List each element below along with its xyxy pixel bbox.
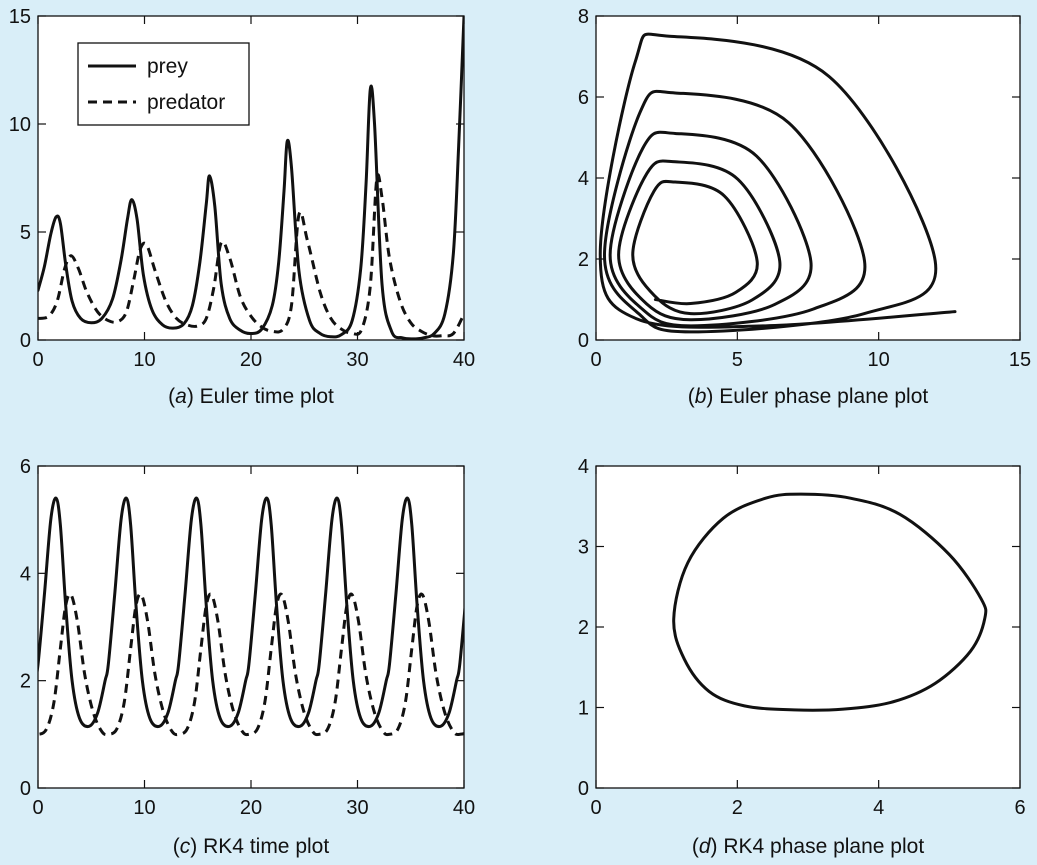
x-tick-label-c: 0: [32, 797, 43, 819]
caption-text: RK4 time plot: [197, 835, 329, 858]
panel-b-euler-phase-plane-plot: 0 5 10 15 0 2 4 6 8 (b) Euler phase plane plot: [578, 6, 1031, 408]
caption-letter: a: [175, 385, 187, 408]
caption-text: Euler phase plane plot: [713, 385, 928, 408]
caption-open-paren: (: [692, 835, 699, 858]
x-tick-label-d: 6: [1014, 797, 1025, 819]
y-tick-label-b: 0: [578, 330, 589, 352]
y-tick-label-a: 15: [9, 6, 31, 28]
caption-letter: b: [695, 385, 707, 408]
prey-line-a: [38, 16, 464, 340]
x-tick-label-c: 10: [133, 797, 155, 819]
caption-open-paren: (: [168, 385, 175, 408]
y-tick-label-b: 2: [578, 249, 589, 271]
y-tick-label-d: 0: [578, 778, 589, 800]
y-tick-label-c: 0: [20, 778, 31, 800]
series-group-a: [38, 16, 464, 340]
y-tick-label-d: 3: [578, 537, 589, 559]
legend-label-predator: predator: [147, 91, 225, 114]
predator-line-c: [38, 592, 464, 737]
panel-c-rk4-time-plot: 0 10 20 30 40 0 2 4 6 (c) RK4 time plot: [20, 456, 475, 858]
y-tick-label-a: 10: [9, 114, 31, 136]
series-group-b: [598, 32, 957, 334]
x-tick-label-d: 4: [873, 797, 884, 819]
panel-a-euler-time-plot: 0 10 20 30 40 0 5 10 15 prey predator (a) Euler tim…: [9, 6, 475, 408]
x-tick-label-b: 15: [1009, 349, 1031, 371]
x-tick-label-c: 30: [346, 797, 368, 819]
legend-label-prey: prey: [147, 55, 188, 78]
y-tick-label-b: 8: [578, 6, 589, 28]
y-tick-label-b: 4: [578, 168, 589, 190]
y-tick-label-c: 2: [20, 671, 31, 693]
plot-area-d: [595, 465, 1021, 789]
series-group-d: [672, 492, 988, 712]
caption-text: RK4 phase plane plot: [718, 835, 925, 858]
caption-open-paren: (: [173, 835, 180, 858]
y-tick-label-d: 2: [578, 617, 589, 639]
x-tick-label-c: 20: [240, 797, 262, 819]
caption-letter: d: [699, 835, 712, 858]
x-tick-label-a: 10: [133, 349, 155, 371]
caption-text: Euler time plot: [194, 385, 334, 408]
legend-box: [77, 42, 250, 126]
x-tick-label-a: 20: [240, 349, 262, 371]
y-tick-label-d: 4: [578, 456, 589, 478]
caption-close-paren: ): [187, 385, 194, 408]
x-tick-label-d: 0: [590, 797, 601, 819]
y-tick-label-a: 5: [20, 222, 31, 244]
plot-area-b: [595, 15, 1021, 341]
x-tick-label-d: 2: [732, 797, 743, 819]
x-tick-label-a: 40: [453, 349, 475, 371]
y-tick-label-c: 6: [20, 456, 31, 478]
predator-line-a: [38, 173, 464, 338]
series-group-c: [38, 496, 464, 737]
caption-b: (b) Euler phase plane plot: [688, 385, 929, 408]
curve-line-b: [598, 32, 957, 334]
x-tick-label-a: 0: [32, 349, 43, 371]
x-tick-label-b: 0: [590, 349, 601, 371]
panel-d-rk4-phase-plane-plot: 0 2 4 6 0 1 2 3 4 (d) RK4 phase plane plot: [578, 456, 1026, 858]
y-tick-label-c: 4: [20, 563, 31, 585]
caption-close-paren: ): [711, 835, 718, 858]
caption-c: (c) RK4 time plot: [173, 835, 330, 858]
y-tick-label-a: 0: [20, 330, 31, 352]
y-tick-label-d: 1: [578, 698, 589, 720]
caption-d: (d) RK4 phase plane plot: [692, 835, 925, 858]
x-tick-label-c: 40: [453, 797, 475, 819]
curve-line-d: [672, 492, 988, 712]
caption-close-paren: ): [706, 385, 713, 408]
x-tick-label-a: 30: [346, 349, 368, 371]
y-tick-label-b: 6: [578, 87, 589, 109]
caption-open-paren: (: [688, 385, 695, 408]
prey-line-c: [38, 496, 464, 729]
caption-close-paren: ): [190, 835, 197, 858]
x-tick-label-b: 5: [732, 349, 743, 371]
x-tick-label-b: 10: [868, 349, 890, 371]
caption-letter: c: [180, 835, 191, 858]
caption-a: (a) Euler time plot: [168, 385, 334, 408]
